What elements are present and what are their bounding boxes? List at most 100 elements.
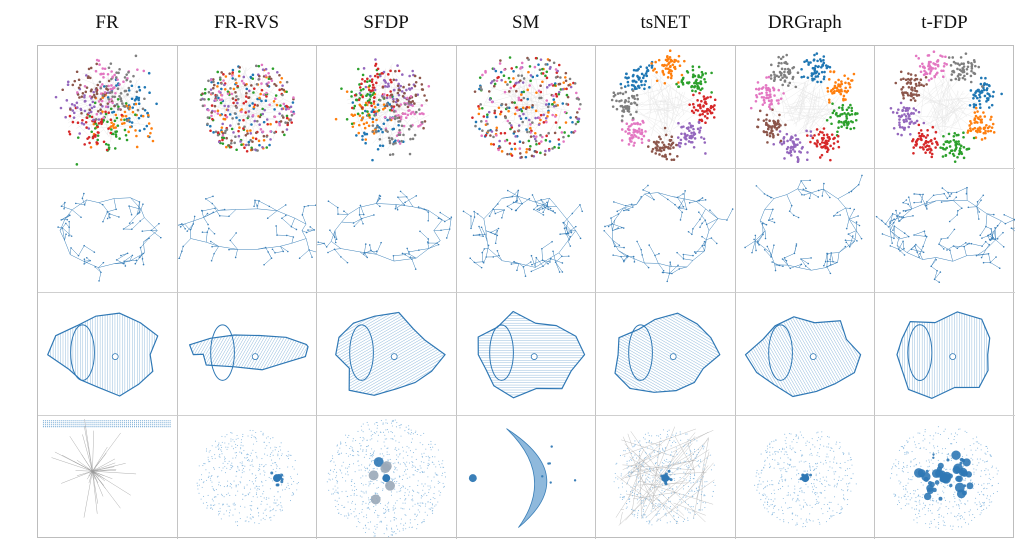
node [704,72,708,75]
node [136,108,140,112]
node [776,133,780,136]
node [979,95,982,99]
node [478,76,482,79]
node [822,77,826,81]
node [564,121,567,124]
node [378,126,381,129]
node [254,131,258,135]
node [224,75,227,78]
mesh-layout [896,310,991,399]
node [528,144,532,148]
node [514,81,518,85]
node [777,75,780,79]
node [777,55,780,59]
node [370,80,374,84]
node [230,71,234,74]
node [137,85,141,89]
node [386,93,389,97]
node [407,83,411,86]
node [386,118,390,122]
node [261,68,264,71]
node [965,148,969,151]
node [242,101,245,105]
node [215,85,219,88]
node [91,100,95,104]
node [641,131,644,134]
node [247,89,251,93]
node [786,84,790,87]
node [644,79,648,83]
node [926,144,929,147]
node [900,78,903,81]
node [127,71,130,74]
node [642,76,645,80]
node [651,150,654,153]
node [539,140,543,143]
node [482,115,485,118]
node [265,146,268,149]
cluster-6 [894,70,929,102]
node [500,150,504,153]
node [627,100,631,103]
node [232,87,235,91]
node [222,104,226,108]
node [397,120,400,123]
graph-drawing [890,50,1004,163]
node [624,85,627,88]
node [907,125,911,129]
node [115,84,118,87]
node [699,80,703,83]
node [365,101,368,105]
node [415,110,418,114]
node [840,112,844,116]
node [831,111,834,115]
node [663,155,667,158]
node [517,124,521,127]
node [903,113,907,116]
node [706,116,709,120]
node [80,111,83,115]
node [983,127,986,130]
node [115,130,119,133]
node [134,113,137,116]
node [563,110,567,114]
node [552,61,556,65]
node [619,91,622,95]
node [563,131,566,134]
node [262,120,266,124]
node [392,105,396,108]
node [534,135,538,138]
node [73,104,77,107]
node [680,132,684,136]
layout-cell-tsnet-row-2 [596,169,736,293]
node [203,91,207,95]
node [550,103,554,106]
node [559,88,562,91]
node [929,151,932,154]
cluster-7 [915,50,949,82]
node [906,92,910,95]
node [420,104,424,107]
node [221,79,225,82]
node [396,103,399,107]
node [819,66,823,69]
node [108,100,111,104]
node [473,90,477,93]
node [816,75,820,78]
node [633,141,637,145]
node [528,148,531,151]
node [115,103,119,106]
node [622,92,625,96]
node [229,145,232,149]
node [357,67,360,71]
node [628,128,632,132]
node [680,125,684,129]
node [630,140,634,143]
node [376,147,380,151]
node [692,127,696,131]
node [640,83,644,87]
node [289,121,293,124]
node [692,133,696,137]
node [555,95,558,98]
node [919,146,922,149]
